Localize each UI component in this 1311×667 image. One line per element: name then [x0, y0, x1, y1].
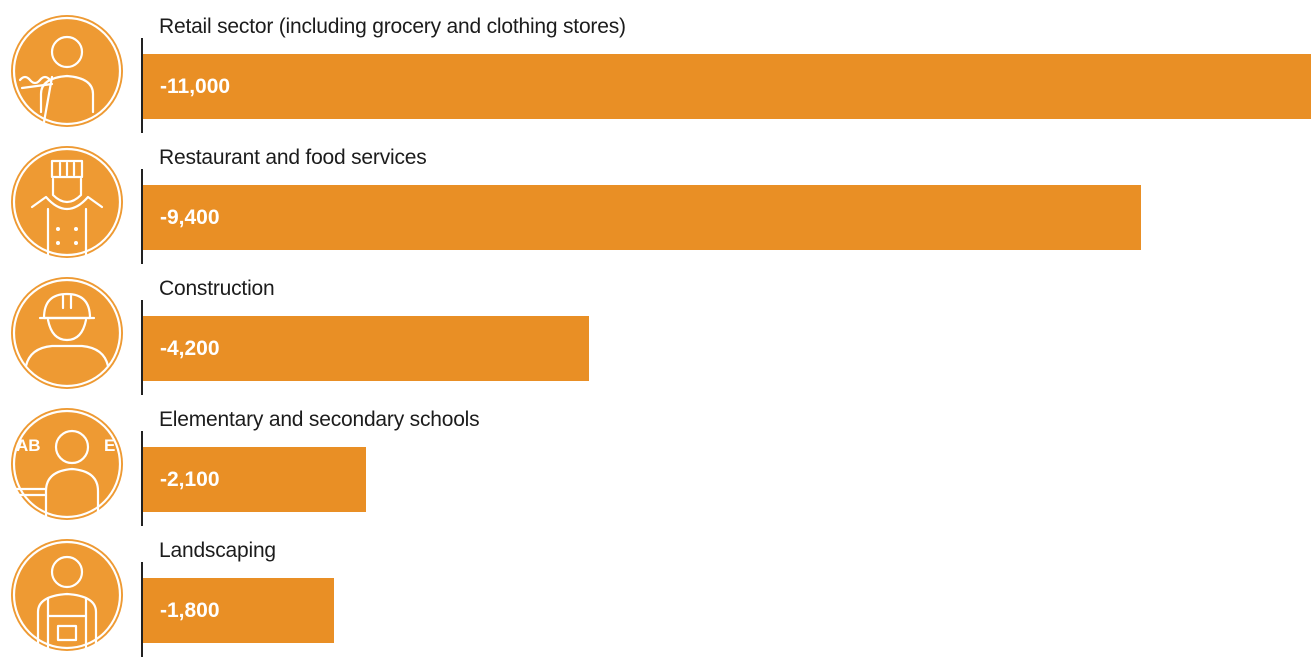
- axis-line: [141, 300, 143, 395]
- axis-line: [141, 38, 143, 133]
- bar-row: Construction -4,200: [0, 274, 1311, 405]
- bar: [143, 447, 366, 512]
- data-label: -9,400: [160, 206, 220, 229]
- bar-row: Retail sector (including grocery and clo…: [0, 12, 1311, 143]
- bar-row: Landscaping -1,800: [0, 536, 1311, 667]
- category-label: Elementary and secondary schools: [159, 408, 480, 431]
- axis-line: [141, 169, 143, 264]
- data-label: -2,100: [160, 468, 220, 491]
- svg-text:AB: AB: [16, 436, 41, 455]
- axis-line: [141, 431, 143, 526]
- category-label: Retail sector (including grocery and clo…: [159, 15, 626, 38]
- svg-text:E: E: [104, 436, 115, 455]
- bar: [143, 316, 589, 381]
- bar-row: AB E Elementary and secondary schools -2,…: [0, 405, 1311, 536]
- cashier-icon: [8, 12, 126, 130]
- data-label: -1,800: [160, 599, 220, 622]
- landscaper-icon: [8, 536, 126, 654]
- category-label: Restaurant and food services: [159, 146, 427, 169]
- category-label: Landscaping: [159, 539, 276, 562]
- bar-row: Restaurant and food services -9,400: [0, 143, 1311, 274]
- category-label: Construction: [159, 277, 275, 300]
- teacher-icon: AB E: [8, 405, 126, 523]
- bar: [143, 185, 1141, 250]
- chef-icon: [8, 143, 126, 261]
- data-label: -11,000: [160, 75, 231, 98]
- bar: [143, 578, 334, 643]
- axis-line: [141, 562, 143, 657]
- bar: [143, 54, 1311, 119]
- data-label: -4,200: [160, 337, 220, 360]
- construction-worker-icon: [8, 274, 126, 392]
